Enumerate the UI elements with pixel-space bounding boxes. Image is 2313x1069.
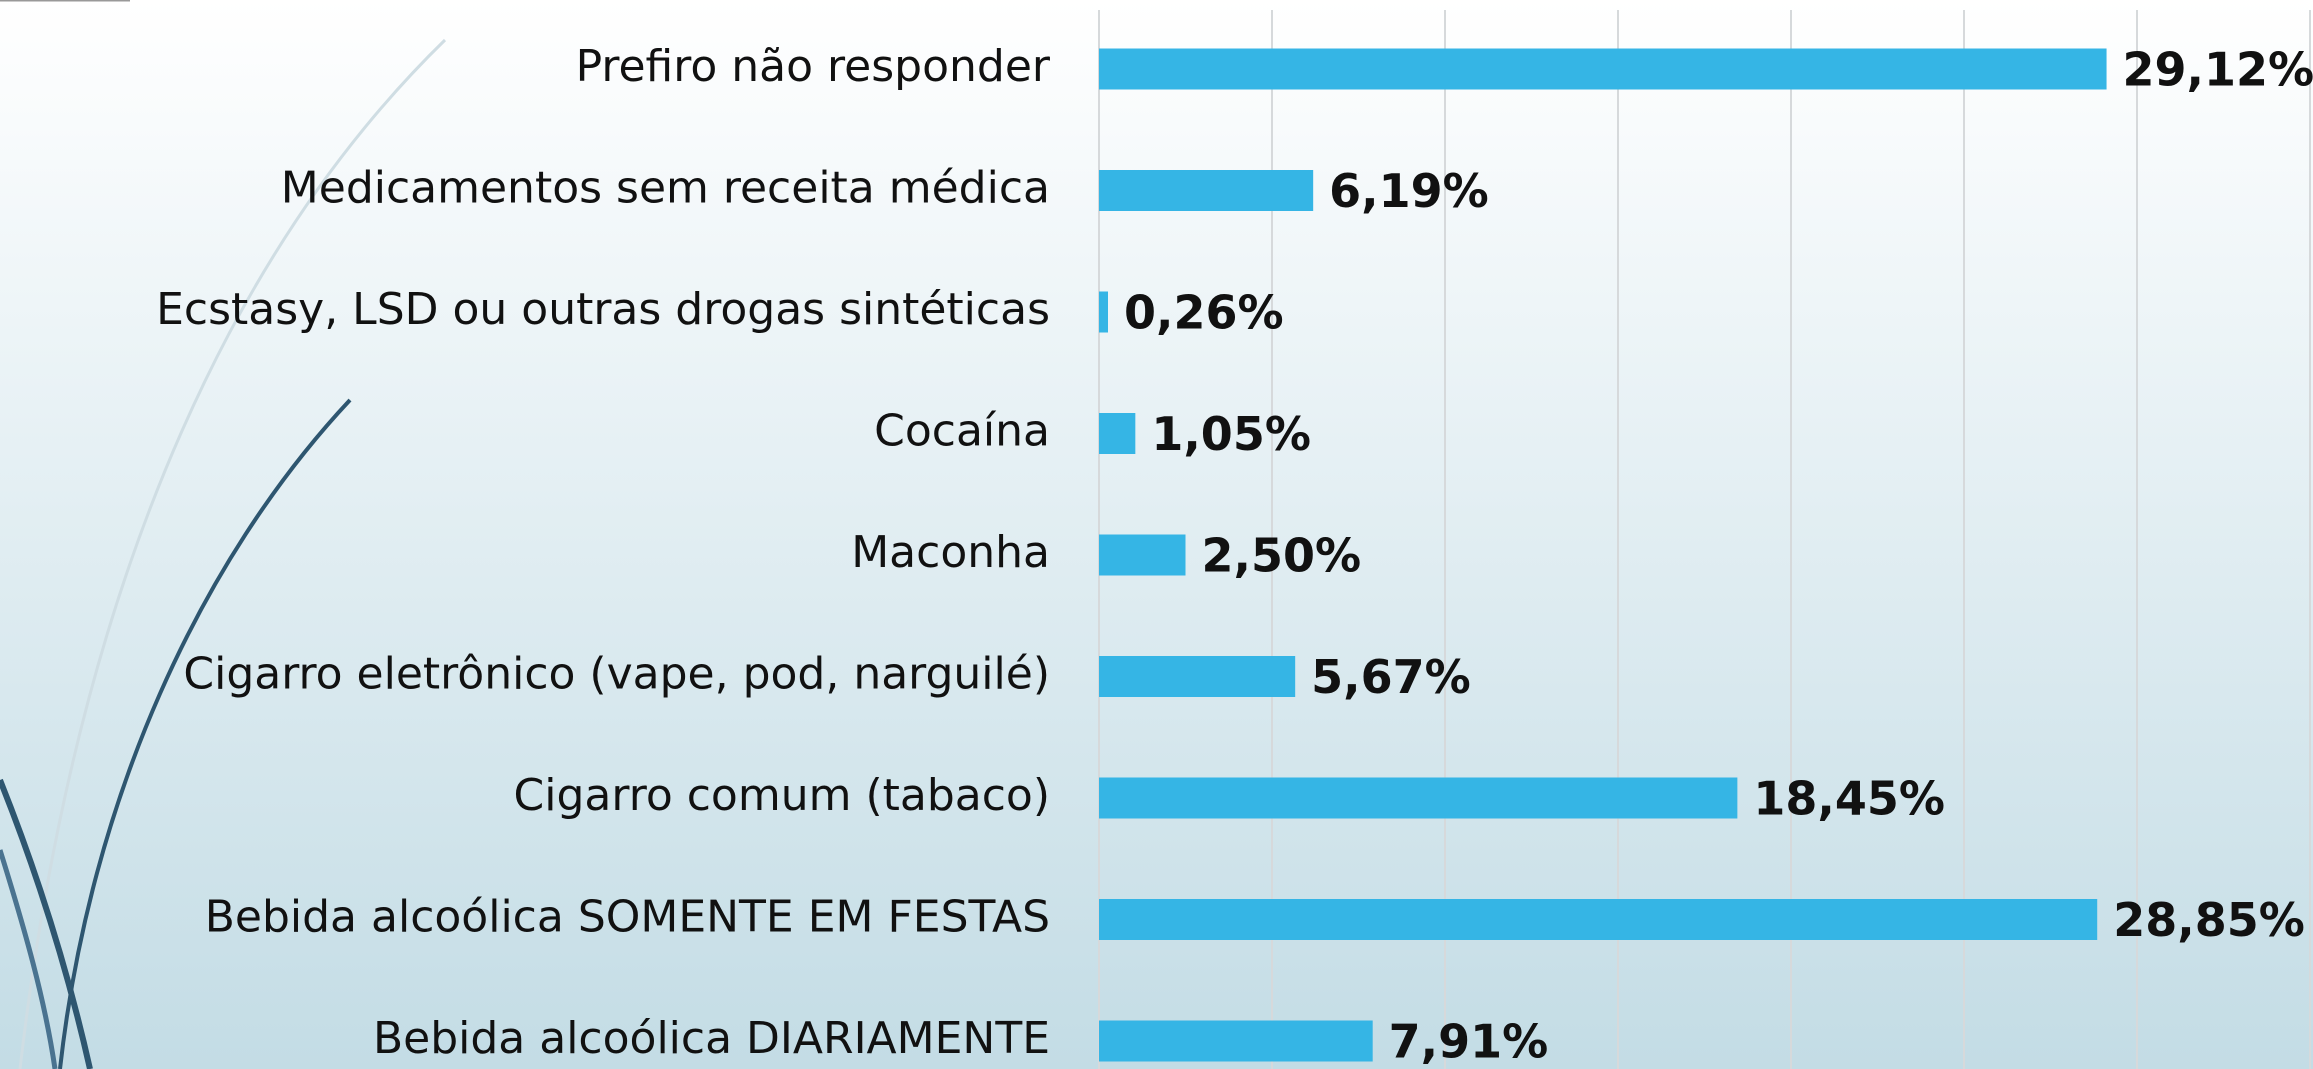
decoration — [0, 0, 447, 1069]
category-label: Cigarro eletrônico (vape, pod, narguilé) — [183, 649, 1050, 700]
value-label: 18,45% — [1753, 772, 1945, 826]
value-label: 6,19% — [1329, 164, 1489, 218]
deco-curve — [0, 849, 58, 1069]
category-label: Cigarro comum (tabaco) — [514, 770, 1050, 821]
value-label: 5,67% — [1311, 650, 1471, 704]
deco-curve — [58, 398, 352, 1069]
value-label: 2,50% — [1202, 529, 1362, 583]
value-label: 7,91% — [1389, 1015, 1549, 1069]
deco-curve — [0, 778, 93, 1069]
bar — [1099, 413, 1136, 454]
bar — [1099, 656, 1296, 697]
bar — [1099, 291, 1108, 333]
bar — [1099, 777, 1738, 819]
deco-curve — [18, 38, 447, 1069]
category-label: Medicamentos sem receita médica — [281, 163, 1050, 214]
category-label: Prefiro não responder — [576, 41, 1051, 92]
category-label: Bebida alcoólica SOMENTE EM FESTAS — [205, 892, 1050, 943]
bar — [1099, 48, 2107, 90]
value-label: 0,26% — [1124, 286, 1284, 340]
category-label: Ecstasy, LSD ou outras drogas sintéticas — [156, 284, 1050, 335]
bar — [1099, 899, 2098, 940]
category-label: Cocaína — [874, 406, 1050, 457]
bar — [1099, 1020, 1373, 1062]
bar — [1099, 534, 1186, 576]
category-label: Maconha — [851, 527, 1050, 578]
category-label: Bebida alcoólica DIARIAMENTE — [373, 1013, 1050, 1064]
value-label: 28,85% — [2113, 893, 2305, 947]
value-label: 1,05% — [1151, 407, 1311, 461]
value-label: 29,12% — [2123, 43, 2313, 97]
bar — [1099, 170, 1314, 211]
